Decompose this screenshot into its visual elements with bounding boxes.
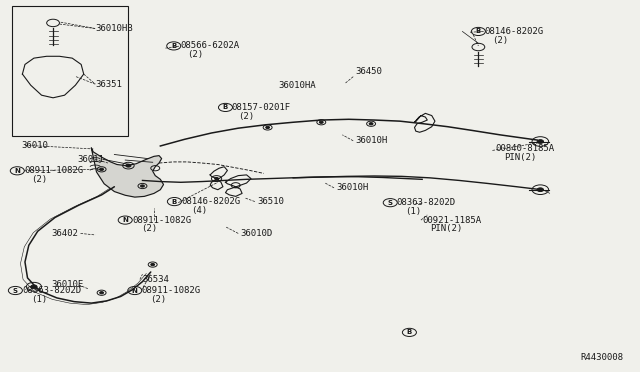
Text: (2): (2) [31, 175, 47, 184]
Text: 36010HB: 36010HB [95, 24, 133, 33]
Circle shape [266, 126, 269, 129]
Text: N: N [132, 288, 138, 294]
Circle shape [369, 123, 373, 125]
Circle shape [141, 185, 145, 187]
Text: (2): (2) [141, 224, 157, 234]
Text: 08363-8202D: 08363-8202D [22, 286, 81, 295]
Text: 08157-0201F: 08157-0201F [232, 103, 291, 112]
Text: (1): (1) [31, 295, 47, 304]
Circle shape [100, 292, 104, 294]
Text: R4430008: R4430008 [580, 353, 623, 362]
Text: B: B [172, 199, 177, 205]
Text: 36011: 36011 [77, 155, 104, 164]
Text: 36010H: 36010H [336, 183, 368, 192]
Circle shape [319, 121, 323, 124]
Text: S: S [388, 200, 393, 206]
Text: 36351: 36351 [95, 80, 122, 89]
Text: S: S [13, 288, 18, 294]
Text: (2): (2) [238, 112, 254, 121]
Circle shape [126, 164, 131, 167]
Text: 08911-1082G: 08911-1082G [132, 216, 191, 225]
Text: 36010E: 36010E [52, 280, 84, 289]
Text: (2): (2) [187, 50, 204, 59]
Text: 08363-8202D: 08363-8202D [397, 198, 456, 207]
Text: 00840-8185A: 00840-8185A [495, 144, 555, 153]
Text: PIN(2): PIN(2) [430, 224, 462, 234]
Text: 36450: 36450 [355, 67, 382, 76]
Text: (2): (2) [492, 36, 509, 45]
Text: 36010H: 36010H [355, 136, 387, 145]
Text: 36534: 36534 [143, 275, 170, 284]
Circle shape [151, 263, 155, 266]
Circle shape [537, 140, 543, 143]
Text: N: N [122, 217, 128, 223]
Text: 08911-1082G: 08911-1082G [141, 286, 200, 295]
Text: 36010HA: 36010HA [278, 81, 316, 90]
Text: 36510: 36510 [257, 197, 284, 206]
Circle shape [100, 168, 104, 170]
Text: 36402: 36402 [52, 229, 79, 238]
Text: 08911-1082G: 08911-1082G [24, 166, 83, 175]
Text: 08146-8202G: 08146-8202G [181, 197, 241, 206]
Text: PIN(2): PIN(2) [504, 153, 536, 162]
Text: B: B [476, 28, 481, 35]
Circle shape [214, 177, 218, 180]
Text: (4): (4) [191, 206, 207, 215]
Text: 36010D: 36010D [240, 229, 273, 238]
Text: (1): (1) [406, 207, 422, 216]
Text: 08146-8202G: 08146-8202G [484, 27, 544, 36]
Text: B: B [407, 329, 412, 336]
Text: B: B [223, 105, 228, 110]
Polygon shape [92, 148, 164, 197]
Circle shape [537, 188, 543, 192]
Text: 36010: 36010 [21, 141, 48, 150]
Circle shape [31, 285, 37, 289]
Text: B: B [171, 43, 177, 49]
Text: 08566-6202A: 08566-6202A [180, 41, 240, 51]
Text: (2): (2) [150, 295, 166, 304]
Text: 00921-1185A: 00921-1185A [422, 216, 481, 225]
Text: N: N [14, 168, 20, 174]
